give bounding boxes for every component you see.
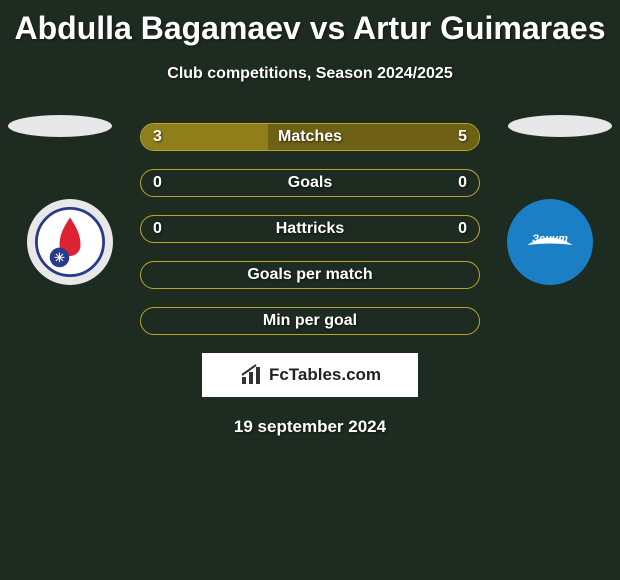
stat-bars: Matches35Goals00Hattricks00Goals per mat… <box>140 123 480 335</box>
stat-row: Min per goal <box>140 307 480 335</box>
page-title: Abdulla Bagamaev vs Artur Guimaraes <box>0 0 620 47</box>
stat-row: Goals0 0 <box>140 169 480 197</box>
stat-value-left: 0 <box>153 170 162 196</box>
stat-value-left: 3 <box>153 124 162 150</box>
stat-value-right: 5 <box>458 124 467 150</box>
zenit-logo-icon: Зенит <box>520 212 580 272</box>
stat-value-right: 0 <box>458 170 467 196</box>
player-right-oval <box>508 115 612 137</box>
stat-value-left: 0 <box>153 216 162 242</box>
brand-label: FcTables.com <box>269 365 381 385</box>
stat-label: Goals <box>141 170 479 196</box>
chart-icon <box>239 363 263 387</box>
stat-label: Hattricks <box>141 216 479 242</box>
stat-label: Min per goal <box>141 308 479 334</box>
stat-row: Goals per match <box>140 261 480 289</box>
comparison-block: Зенит Matches35Goals00Hattricks00Goals p… <box>0 123 620 335</box>
club-logo-left <box>27 199 113 285</box>
svg-text:Зенит: Зенит <box>532 233 568 245</box>
stat-label: Matches <box>141 124 479 150</box>
fakel-voronezh-logo-icon <box>35 207 105 277</box>
player-left-oval <box>8 115 112 137</box>
brand-box[interactable]: FcTables.com <box>202 353 418 397</box>
club-logo-right: Зенит <box>507 199 593 285</box>
date-text: 19 september 2024 <box>0 417 620 437</box>
stat-label: Goals per match <box>141 262 479 288</box>
stat-row: Hattricks0 0 <box>140 215 480 243</box>
stat-value-right: 0 <box>458 216 467 242</box>
stat-row: Matches3 5 <box>140 123 480 151</box>
page-subtitle: Club competitions, Season 2024/2025 <box>0 65 620 83</box>
